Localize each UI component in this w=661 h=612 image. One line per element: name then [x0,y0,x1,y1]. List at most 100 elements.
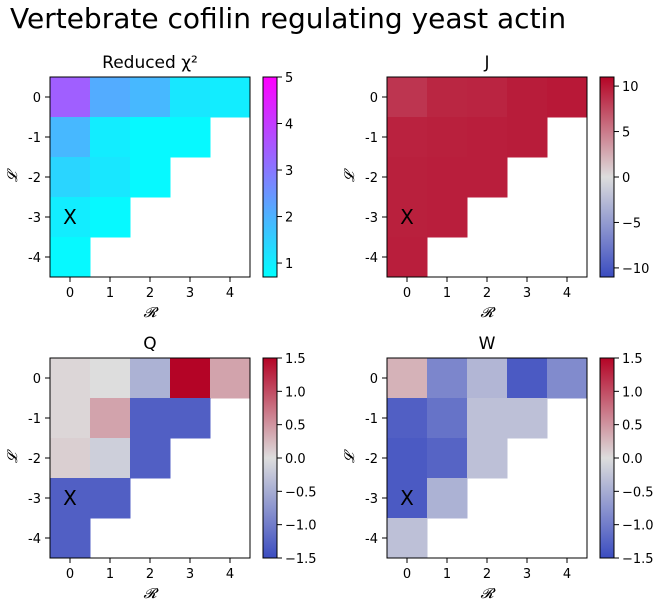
heatmap-cell [130,358,171,399]
y-tick-label: 0 [370,91,378,106]
x-tick-label: 2 [483,567,491,582]
colorbar-tick-label: 0 [622,171,630,186]
panel-title: J [483,53,489,73]
heatmap-cell [170,77,211,118]
heatmap-cell [210,77,251,118]
heatmap-cell [387,237,428,278]
x-tick-label: 0 [66,567,74,582]
heatmap-cell [427,197,468,238]
heatmap-panel: Reduced χ² 0 1 2 3 4 0 -1 -2 -3 -4 𝓡 𝓛 X 1 2 3 4 5 [5,53,293,321]
x-tick-label: 3 [186,567,194,582]
heatmap-cell [90,77,131,118]
x-tick-label: 4 [226,567,234,582]
heatmap-cell [427,358,468,399]
colorbar-tick-label: 4 [285,118,293,133]
y-tick-label: -1 [365,131,378,146]
x-axis-label: 𝓡 [480,305,496,321]
x-tick-label: 2 [146,567,154,582]
heatmap-panel: Q 0 1 2 3 4 0 -1 -2 -3 -4 𝓡 𝓛 X 1.5 1.0 0.5 0.0 −0.5 −1.0 −1… [5,334,317,602]
heatmap-cell [90,358,131,399]
y-tick-label: -1 [28,412,41,427]
heatmap-cell [467,157,508,198]
y-tick-label: 0 [33,372,41,387]
heatmap-cell [467,398,508,439]
colorbar-tick-label: 1.5 [285,352,306,367]
heatmap-cell [90,438,131,479]
colorbar-tick-label: −1.0 [285,519,317,534]
heatmap-cell [467,438,508,479]
heatmap-cell [50,197,91,238]
colorbar-tick-label: 0.5 [622,419,643,434]
heatmap-cell [387,398,428,439]
heatmap-cell [427,478,468,519]
y-tick-label: -1 [28,131,41,146]
y-tick-label: -2 [28,171,41,186]
y-axis-label: 𝓛 [5,168,21,182]
x-tick-label: 0 [66,286,74,301]
colorbar-tick-label: 1.5 [622,352,643,367]
x-marker: X [400,205,414,229]
x-tick-label: 1 [443,567,451,582]
colorbar-tick-label: 0.0 [285,452,306,467]
heatmap-cell [427,77,468,118]
heatmap-cell [507,117,548,158]
panel-title: W [479,334,496,354]
y-tick-label: 0 [33,91,41,106]
x-marker: X [63,486,77,510]
heatmap-cell [50,358,91,399]
x-tick-label: 2 [146,286,154,301]
y-tick-label: -3 [28,492,41,507]
y-tick-label: -4 [28,251,41,266]
colorbar-tick-label: −1.5 [622,552,654,567]
y-axis-label: 𝓛 [5,449,21,463]
heatmap-cell [130,77,171,118]
heatmap-cell [170,358,211,399]
colorbar-tick-label: −0.5 [285,485,317,500]
x-tick-label: 4 [563,567,571,582]
x-axis-label: 𝓡 [480,586,496,602]
x-tick-label: 0 [403,567,411,582]
colorbar-tick-label: 5 [622,126,630,141]
x-tick-label: 4 [563,286,571,301]
y-tick-label: -4 [28,532,41,547]
heatmap-cell [507,77,548,118]
y-tick-label: -3 [365,211,378,226]
colorbar-tick-label: 2 [285,211,293,226]
heatmap-cell [507,358,548,399]
heatmap-cell [130,157,171,198]
heatmap-cell [427,438,468,479]
x-tick-label: 1 [443,286,451,301]
heatmap-cell [130,438,171,479]
y-axis-label: 𝓛 [342,449,358,463]
heatmap-cell [130,117,171,158]
heatmap-cell [50,237,91,278]
y-tick-label: -2 [28,452,41,467]
x-tick-label: 1 [106,567,114,582]
x-marker: X [400,486,414,510]
colorbar-tick-label: 3 [285,164,293,179]
colorbar-tick-label: 10 [622,80,639,95]
colorbar-tick-label: 1.0 [285,385,306,400]
heatmap-cell [210,358,251,399]
figure-title: Vertebrate cofilin regulating yeast acti… [10,2,567,35]
colorbar-tick-label: −1.0 [622,519,654,534]
heatmap-panel: W 0 1 2 3 4 0 -1 -2 -3 -4 𝓡 𝓛 X 1.5 1.0 0.5 0.0 −0.5 −1.0 −1… [342,334,654,602]
x-tick-label: 4 [226,286,234,301]
y-tick-label: -3 [28,211,41,226]
colorbar-tick-label: 1.0 [622,385,643,400]
colorbar-tick-label: 1 [285,257,293,272]
panel-title: Q [143,334,156,354]
heatmap-cell [90,197,131,238]
colorbar-tick-label: 0.5 [285,419,306,434]
heatmap-cell [387,197,428,238]
heatmap-cell [50,478,91,519]
x-tick-label: 3 [523,286,531,301]
colorbar [262,76,278,278]
x-tick-label: 1 [106,286,114,301]
colorbar-tick-label: −5 [622,216,641,231]
colorbar-tick-label: −10 [622,262,649,277]
heatmap-cell [507,398,548,439]
heatmap-cell [90,157,131,198]
y-axis-label: 𝓛 [342,168,358,182]
